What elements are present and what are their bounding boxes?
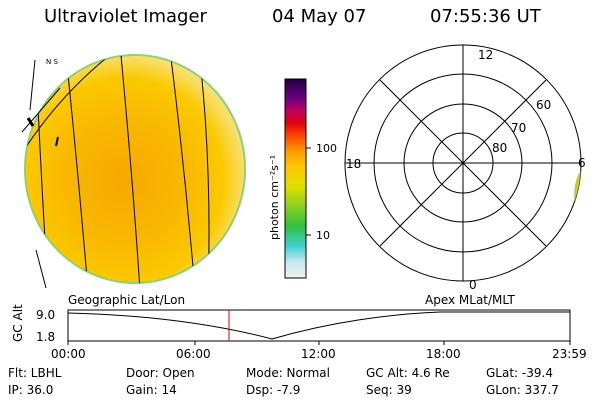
colorbar-label-10: 10 [316, 229, 330, 242]
polar-plot [344, 44, 582, 282]
dsp-info: Dsp: -7.9 [246, 383, 301, 397]
gc-alt-info: GC Alt: 4.6 Re [366, 366, 450, 380]
ip-info: IP: 36.0 [8, 383, 54, 397]
alt-xtick-1200: 12:00 [301, 347, 336, 361]
alt-plot-ylabel: GC Alt [11, 304, 25, 342]
alt-xtick-1800: 18:00 [426, 347, 461, 361]
mlt-label-6: 6 [578, 156, 586, 170]
alt-ytick-9: 9.0 [36, 308, 55, 322]
mlt-label-0: 0 [469, 278, 477, 292]
alt-xtick-0600: 06:00 [176, 347, 211, 361]
date-label: 04 May 07 [272, 6, 367, 27]
filter-info: Flt: LBHL [8, 366, 62, 380]
mlat-label-70: 70 [511, 121, 526, 135]
mlat-label-80: 80 [492, 141, 507, 155]
geographic-coord-label: Geographic Lat/Lon [68, 293, 185, 307]
colorbar-label-100: 100 [316, 142, 337, 155]
mlt-label-18: 18 [346, 157, 361, 171]
alt-xtick-2359: 23:59 [552, 347, 587, 361]
altitude-plot [67, 309, 571, 345]
seq-info: Seq: 39 [366, 383, 412, 397]
corner-marks: N S [46, 58, 58, 66]
mode-info: Mode: Normal [246, 366, 330, 380]
glon-info: GLon: 337.7 [486, 383, 559, 397]
alt-ytick-1.8: 1.8 [36, 330, 55, 344]
alt-xtick-0000: 00:00 [51, 347, 86, 361]
mlat-label-60: 60 [536, 98, 551, 112]
globe-image [21, 54, 246, 289]
glat-info: GLat: -39.4 [486, 366, 553, 380]
colorbar [284, 78, 311, 279]
instrument-title: Ultraviolet Imager [44, 6, 207, 27]
gain-info: Gain: 14 [126, 383, 177, 397]
apex-coord-label: Apex MLat/MLT [425, 293, 515, 307]
door-info: Door: Open [126, 366, 195, 380]
time-label: 07:55:36 UT [430, 6, 541, 27]
altitude-curve [67, 311, 571, 340]
mlt-label-12: 12 [478, 48, 493, 62]
colorbar-unit-label: photon cm⁻²s⁻¹ [268, 155, 281, 240]
